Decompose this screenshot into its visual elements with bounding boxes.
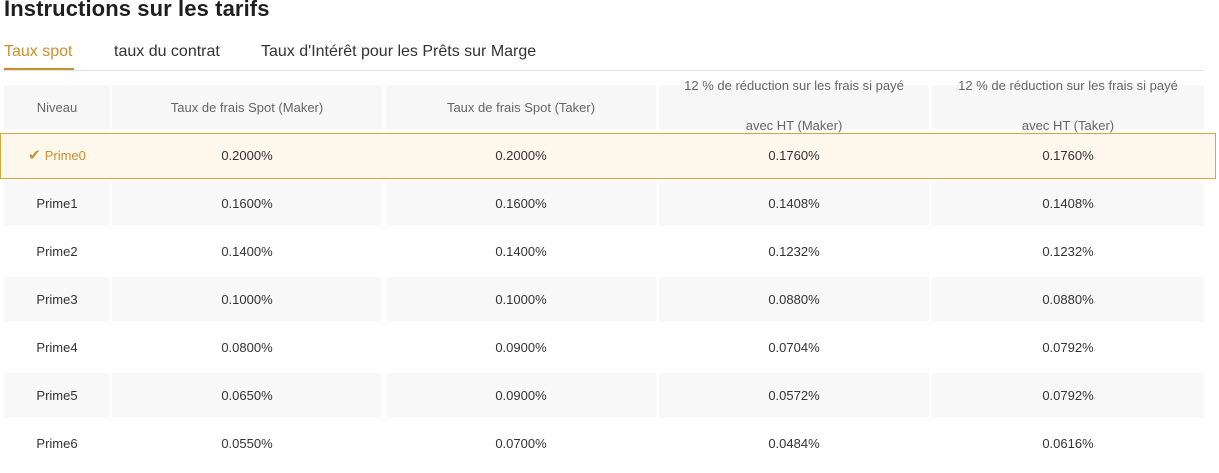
page-title: Instructions sur les tarifs: [4, 0, 270, 21]
taker-rate-cell: 0.2000%: [495, 147, 547, 163]
level-cell: Prime3: [4, 277, 110, 321]
header-ht-taker-line2: avec HT (Taker): [1021, 118, 1115, 133]
maker-rate-cell: 0.1400%: [112, 229, 382, 273]
ht-maker-rate-cell: 0.1232%: [659, 229, 929, 273]
ht-maker-rate-cell: 0.1408%: [659, 181, 929, 225]
header-ht-taker-rate: 12 % de réduction sur les frais si payé …: [932, 78, 1204, 133]
ht-maker-rate-cell: 0.1760%: [768, 147, 820, 163]
tab-contract-rate[interactable]: taux du contrat: [114, 43, 220, 60]
maker-rate-cell: 0.0800%: [112, 325, 382, 369]
table-row[interactable]: Prime6 0.0550% 0.0700% 0.0484% 0.0616%: [4, 421, 1204, 469]
level-label: Prime0: [44, 147, 86, 163]
maker-rate-cell: 0.2000%: [221, 147, 273, 163]
header-ht-taker-line1: 12 % de réduction sur les frais si payé: [958, 78, 1178, 93]
header-maker-rate: Taux de frais Spot (Maker): [112, 85, 382, 129]
tab-margin-loan-rate[interactable]: Taux d'Intérêt pour les Prêts sur Marge: [261, 43, 537, 60]
maker-rate-cell: 0.1000%: [112, 277, 382, 321]
ht-taker-rate-cell: 0.0792%: [932, 325, 1204, 369]
ht-taker-rate-cell: 0.0792%: [932, 373, 1204, 417]
maker-rate-cell: 0.1600%: [112, 181, 382, 225]
table-row[interactable]: Prime2 0.1400% 0.1400% 0.1232% 0.1232%: [4, 229, 1204, 277]
table-row[interactable]: Prime1 0.1600% 0.1600% 0.1408% 0.1408%: [4, 181, 1204, 229]
ht-taker-rate-cell: 0.0616%: [932, 421, 1204, 465]
header-ht-maker-rate: 12 % de réduction sur les frais si payé …: [659, 78, 929, 133]
taker-rate-cell: 0.1400%: [386, 229, 656, 273]
ht-maker-rate-cell: 0.0484%: [659, 421, 929, 465]
ht-taker-rate-cell: 0.1408%: [932, 181, 1204, 225]
level-cell: ✔ Prime0: [4, 133, 110, 177]
fee-rate-table: Niveau Taux de frais Spot (Maker) Taux d…: [0, 78, 1216, 469]
taker-rate-cell: 0.0700%: [386, 421, 656, 465]
level-cell: Prime4: [4, 325, 110, 369]
header-level: Niveau: [4, 85, 110, 129]
table-header-row: Niveau Taux de frais Spot (Maker) Taux d…: [4, 78, 1204, 133]
header-taker-rate: Taux de frais Spot (Taker): [386, 85, 656, 129]
maker-rate-cell: 0.0650%: [112, 373, 382, 417]
ht-maker-rate-cell: 0.0704%: [659, 325, 929, 369]
tab-bar: Taux spot taux du contrat Taux d'Intérêt…: [4, 40, 1204, 71]
taker-rate-cell: 0.0900%: [386, 325, 656, 369]
active-tab-indicator: [4, 68, 74, 70]
level-cell: Prime5: [4, 373, 110, 417]
table-row[interactable]: Prime5 0.0650% 0.0900% 0.0572% 0.0792%: [4, 373, 1204, 421]
ht-taker-rate-cell: 0.0880%: [932, 277, 1204, 321]
tab-spot-rate[interactable]: Taux spot: [4, 43, 73, 60]
ht-maker-rate-cell: 0.0572%: [659, 373, 929, 417]
check-icon: ✔: [28, 147, 41, 164]
maker-rate-cell: 0.0550%: [112, 421, 382, 465]
table-row[interactable]: ✔ Prime0 0.2000% 0.2000% 0.1760% 0.1760%: [4, 133, 1204, 181]
header-ht-maker-line1: 12 % de réduction sur les frais si payé: [684, 78, 904, 93]
level-cell: Prime2: [4, 229, 110, 273]
ht-maker-rate-cell: 0.0880%: [659, 277, 929, 321]
ht-taker-rate-cell: 0.1760%: [1042, 147, 1094, 163]
table-row[interactable]: Prime3 0.1000% 0.1000% 0.0880% 0.0880%: [4, 277, 1204, 325]
level-cell: Prime6: [4, 421, 110, 465]
taker-rate-cell: 0.0900%: [386, 373, 656, 417]
header-ht-maker-line2: avec HT (Maker): [745, 118, 843, 133]
taker-rate-cell: 0.1000%: [386, 277, 656, 321]
ht-taker-rate-cell: 0.1232%: [932, 229, 1204, 273]
taker-rate-cell: 0.1600%: [386, 181, 656, 225]
level-cell: Prime1: [4, 181, 110, 225]
selected-row-highlight: [0, 133, 1216, 179]
table-row[interactable]: Prime4 0.0800% 0.0900% 0.0704% 0.0792%: [4, 325, 1204, 373]
